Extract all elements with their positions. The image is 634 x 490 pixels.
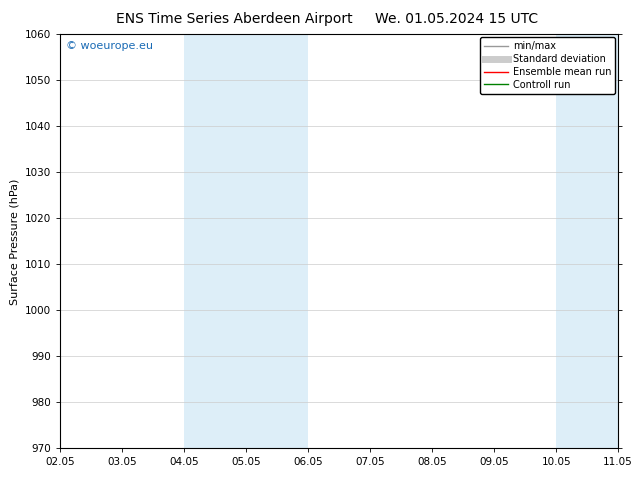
Text: ENS Time Series Aberdeen Airport: ENS Time Series Aberdeen Airport: [116, 12, 353, 26]
Bar: [184, 34, 308, 448]
Bar: [556, 34, 634, 448]
Text: © woeurope.eu: © woeurope.eu: [66, 41, 153, 50]
Text: We. 01.05.2024 15 UTC: We. 01.05.2024 15 UTC: [375, 12, 538, 26]
Y-axis label: Surface Pressure (hPa): Surface Pressure (hPa): [10, 178, 20, 304]
Legend: min/max, Standard deviation, Ensemble mean run, Controll run: min/max, Standard deviation, Ensemble me…: [480, 37, 615, 94]
